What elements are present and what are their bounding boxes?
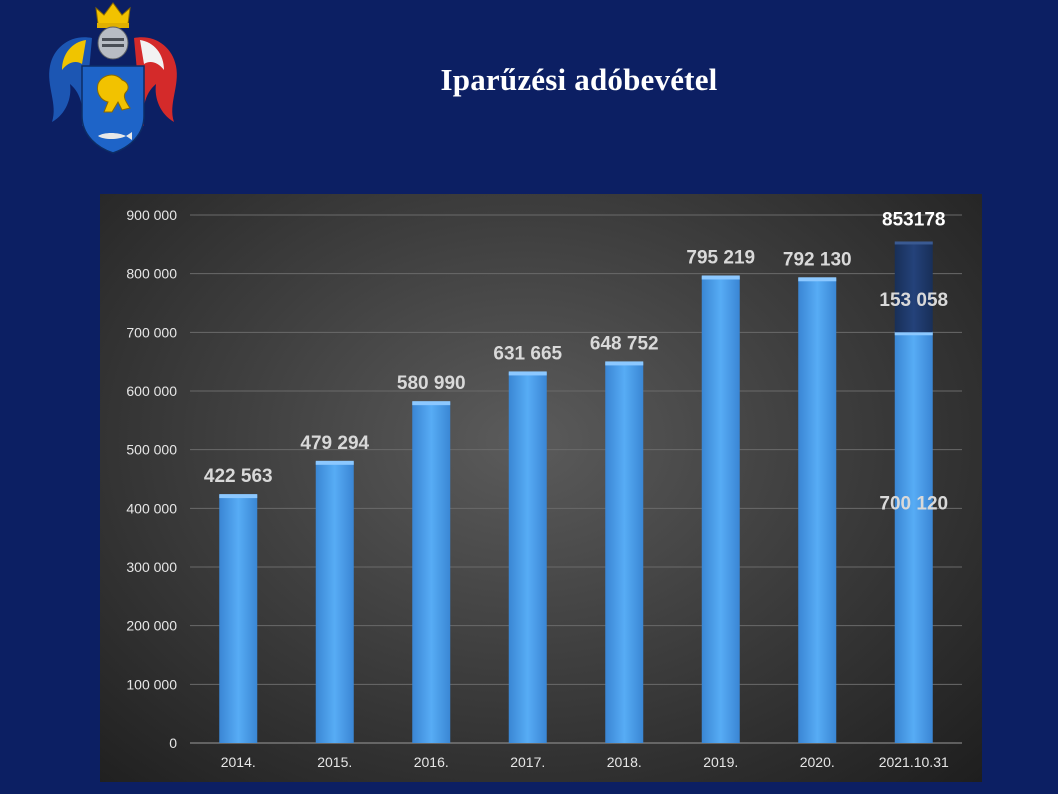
bar <box>701 276 740 743</box>
y-tick-label: 500 000 <box>126 442 177 458</box>
y-tick-label: 900 000 <box>126 207 177 223</box>
x-tick-label: 2020. <box>800 754 835 770</box>
x-tick-label: 2016. <box>414 754 449 770</box>
bar <box>219 495 258 743</box>
bar <box>798 278 837 743</box>
bar <box>412 402 451 743</box>
data-label: 479 294 <box>300 433 369 454</box>
y-tick-label: 600 000 <box>126 383 177 399</box>
bar <box>894 332 933 743</box>
bar <box>315 461 354 743</box>
bar <box>605 362 644 743</box>
data-label-extra: 153 058 <box>879 290 948 311</box>
data-label: 422 563 <box>204 466 273 487</box>
data-label: 792 130 <box>783 249 852 270</box>
bar-extra <box>894 242 933 333</box>
bar-chart: 0 100 000 200 000 300 000 400 000 500 000 600 … <box>126 207 962 770</box>
bar-extra-cap <box>894 241 933 245</box>
y-tick-label: 700 000 <box>126 324 177 340</box>
slide-title: Iparűzési adóbevétel <box>440 62 718 97</box>
y-tick-label: 100 000 <box>126 676 177 692</box>
bar-cap <box>219 494 258 499</box>
bar-cap <box>605 361 644 366</box>
x-tick-label: 2017. <box>510 754 545 770</box>
bar <box>508 372 547 743</box>
chart-panel: 0 100 000 200 000 300 000 400 000 500 000 600 … <box>100 194 982 782</box>
data-label: 700 120 <box>879 494 948 515</box>
coat-of-arms-icon <box>49 2 177 154</box>
data-label: 631 665 <box>493 343 562 364</box>
data-label: 580 990 <box>397 373 466 394</box>
bar-cap <box>315 460 354 465</box>
bar-cap <box>701 275 740 280</box>
y-tick-label: 300 000 <box>126 559 177 575</box>
y-tick-label: 200 000 <box>126 618 177 634</box>
y-tick-label: 0 <box>169 735 177 751</box>
data-label: 648 752 <box>590 333 659 354</box>
x-tick-label: 2021.10.31 <box>879 754 949 770</box>
bar-cap <box>798 277 837 282</box>
total-label: 853178 <box>882 209 945 230</box>
y-tick-label: 400 000 <box>126 500 177 516</box>
bar-cap <box>508 371 547 376</box>
data-label: 795 219 <box>686 247 755 268</box>
x-tick-label: 2019. <box>703 754 738 770</box>
x-tick-label: 2015. <box>317 754 352 770</box>
crown-icon <box>95 2 131 28</box>
bar-cap <box>412 401 451 406</box>
y-tick-label: 800 000 <box>126 266 177 282</box>
x-tick-label: 2014. <box>221 754 256 770</box>
x-tick-label: 2018. <box>607 754 642 770</box>
bar-cap <box>894 331 933 336</box>
